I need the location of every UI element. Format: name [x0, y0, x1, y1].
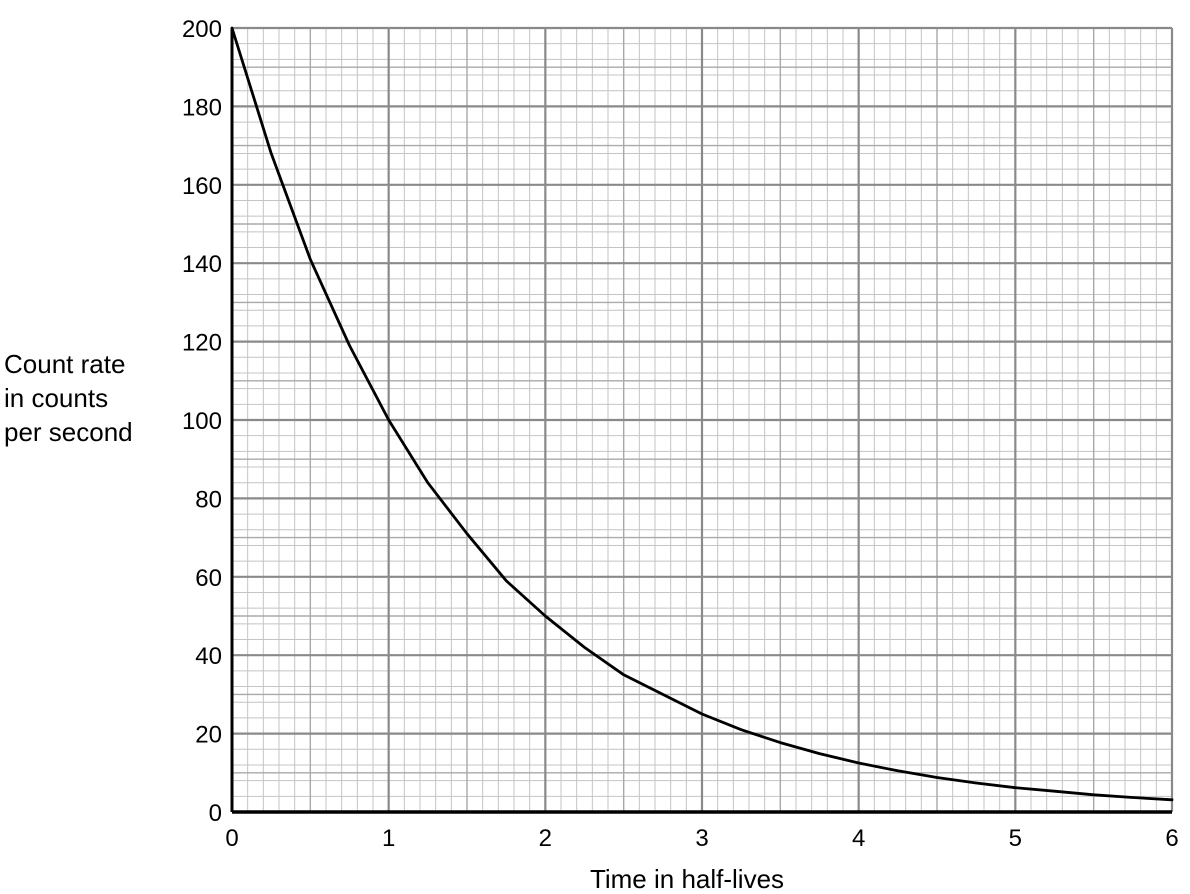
x-tick-label: 6	[1165, 825, 1178, 852]
major-grid	[230, 26, 1174, 814]
x-tick-label: 0	[225, 825, 238, 852]
y-tick-label: 40	[195, 643, 222, 670]
y-tick-label: 140	[182, 251, 222, 278]
decay-curve-line	[230, 26, 1174, 802]
x-axis-label: Time in half-lives	[590, 864, 784, 894]
x-tick-label: 3	[695, 825, 708, 852]
y-tick-labels: 0 20 40 60 80 100 120 140 160 180 200	[182, 16, 222, 827]
y-tick-label: 120	[182, 330, 222, 357]
x-tick-labels: 0 1 2 3 4 5 6	[225, 825, 1178, 852]
y-tick-label: 0	[209, 800, 222, 827]
y-tick-label: 160	[182, 173, 222, 200]
y-tick-label: 80	[195, 486, 222, 513]
x-tick-label: 5	[1009, 825, 1022, 852]
x-tick-label: 2	[539, 825, 552, 852]
y-tick-label: 60	[195, 565, 222, 592]
y-axis-label-line-3: per second	[4, 417, 133, 447]
y-tick-label: 200	[182, 16, 222, 43]
y-tick-label: 20	[195, 722, 222, 749]
series-layer	[230, 26, 1174, 802]
y-tick-label: 180	[182, 94, 222, 121]
y-tick-label: 100	[182, 408, 222, 435]
x-tick-label: 4	[852, 825, 865, 852]
axes	[230, 28, 1172, 814]
x-tick-label: 1	[382, 825, 395, 852]
y-axis-label-line-2: in counts	[4, 383, 109, 413]
y-axis-label-line-1: Count rate	[4, 349, 126, 379]
